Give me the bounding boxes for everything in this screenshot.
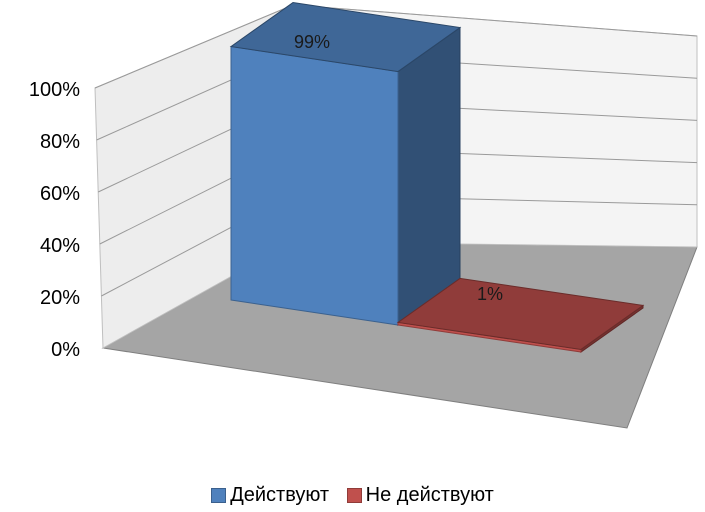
y-tick-label: 100% — [29, 79, 80, 101]
y-axis-ticks: 0% 20% 40% 60% 80% 100% — [29, 79, 80, 361]
bars: 99% 1% — [229, 2, 645, 353]
bar-top-2 — [396, 277, 645, 350]
legend-item-2: Не действуют — [346, 484, 494, 507]
legend: Действуют Не действуют — [0, 484, 705, 509]
y-tick-label: 20% — [40, 287, 80, 309]
legend-label-1: Действуют — [230, 484, 330, 506]
legend-item-1: Действуют — [211, 484, 329, 507]
legend-label-2: Не действуют — [365, 484, 494, 506]
y-tick-label: 40% — [40, 235, 80, 257]
y-tick-label: 80% — [40, 131, 80, 153]
data-label-1: 99% — [294, 32, 330, 52]
legend-swatch-1 — [211, 488, 227, 503]
legend-swatch-2 — [346, 488, 362, 503]
bar-top-1 — [229, 2, 462, 73]
y-tick-label: 0% — [51, 339, 80, 361]
bar-front-1 — [230, 45, 399, 326]
y-tick-label: 60% — [40, 183, 80, 205]
bar-side-1 — [397, 26, 461, 326]
data-label-2: 1% — [477, 284, 503, 304]
